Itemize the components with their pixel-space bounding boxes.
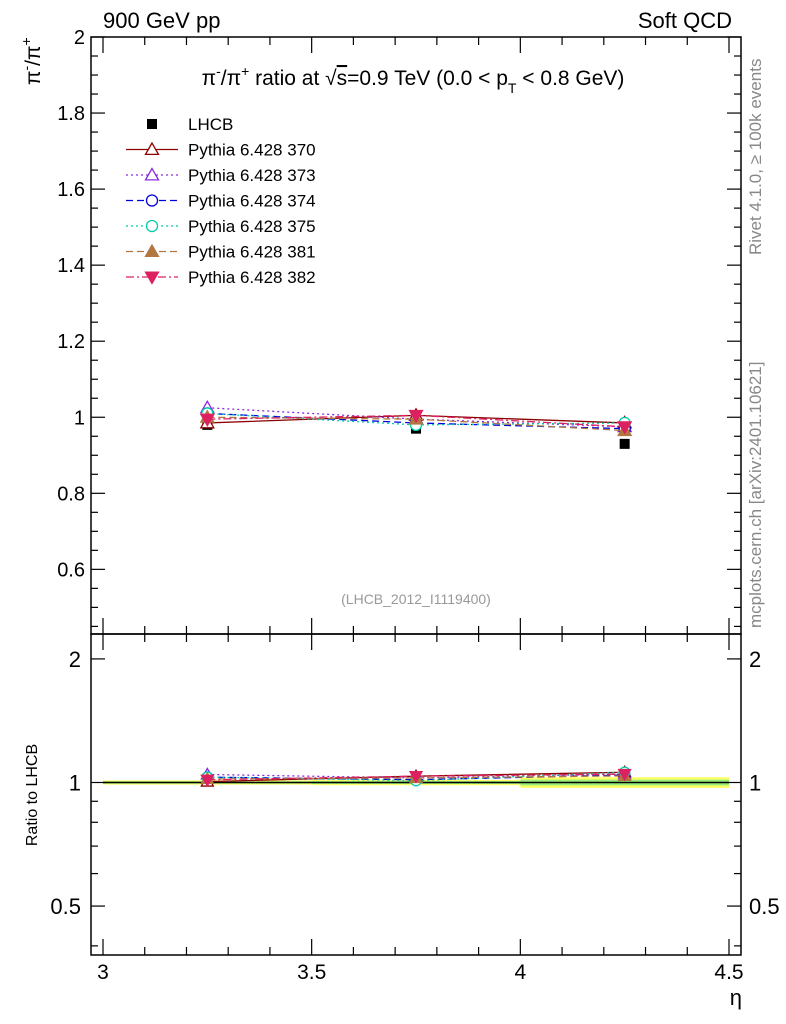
legend: LHCB Pythia 6.428 370 Pythia 6.428 373 Pyth… [126,115,316,287]
ratio-series-pythia-6-428-382 [200,768,632,788]
main-panel: 0.6 0.8 1 1.2 1.4 1.6 1.8 2 [57,27,742,635]
chart-title: π-/π+ ratio at √s=0.9 TeV (0.0 < pT < 0.… [202,63,625,96]
y-tick-label: 1.4 [57,255,85,277]
ylabel-pi-minus: π [22,71,45,86]
ratio-y-tick-label-right: 1 [749,770,761,795]
series-pythia-6-428-382 [199,409,633,435]
legend-label: Pythia 6.428 381 [188,243,316,262]
y-tick-label: 1.8 [57,103,85,125]
ratio-y-tick-label-right: 2 [749,647,761,672]
legend-entry: Pythia 6.428 374 [126,192,316,211]
ratio-y-tick-label: 0.5 [50,894,81,919]
ylabel-plus-sup: + [18,37,34,45]
x-axis-label: η [730,985,742,1010]
header-right: Soft QCD [638,8,732,33]
data-point [408,409,424,424]
ylabel-pi-plus: /π [22,46,45,66]
mcplots-note: mcplots.cern.ch [arXiv:2401.10621] [746,362,765,628]
y-tick-label: 1.2 [57,331,85,353]
x-tick-label: 3.5 [297,961,326,984]
ylabel-minus-sup: - [18,66,34,71]
legend-label: Pythia 6.428 382 [188,268,316,287]
legend-entry: Pythia 6.428 373 [126,166,316,185]
legend-label: Pythia 6.428 373 [188,166,316,185]
series-line [207,412,625,430]
x-tick-label: 4 [514,961,526,984]
ratio-y-tick-label: 1 [69,770,81,795]
ratio-y-axis-label: Ratio to LHCB [24,744,41,846]
ratio-frame [90,633,742,956]
legend-marker [144,271,160,285]
x-tick-label: 3 [97,961,109,984]
legend-marker [144,141,160,156]
legend-label: Pythia 6.428 370 [188,141,316,160]
ratio-y-tick-label-right: 0.5 [749,894,780,919]
y-tick-label: 1 [74,407,85,429]
legend-label: LHCB [188,115,233,134]
legend-marker [144,243,160,258]
ratio-y-tick-label: 2 [69,647,81,672]
rivet-note: Rivet 4.1.0, ≥ 100k events [746,59,765,255]
legend-label: Pythia 6.428 375 [188,217,316,236]
data-point [199,413,215,427]
analysis-watermark: (LHCB_2012_I1119400) [341,591,491,607]
data-point [619,438,630,449]
legend-marker [144,167,160,181]
ratio-panel: 0.5 0.5 1 1 2 2 3 3.5 4 4.5 [50,633,780,984]
legend-label: Pythia 6.428 374 [188,192,316,211]
legend-entry: Pythia 6.428 382 [126,268,316,287]
legend-entry: Pythia 6.428 381 [126,243,316,262]
legend-entry: Pythia 6.428 370 [126,141,316,160]
ratio-data-point [617,768,632,782]
ratio-data-point [200,774,215,788]
legend-marker [145,219,159,233]
legend-marker [147,119,157,129]
legend-marker [145,194,159,207]
svg-text:π-/π+: π-/π+ [18,37,45,85]
main-y-axis-label: π-/π+ [18,37,45,85]
y-tick-label: 0.6 [57,559,85,581]
data-point [617,421,633,435]
y-tick-label: 2 [74,27,85,49]
header-left: 900 GeV pp [103,8,220,33]
legend-entry: Pythia 6.428 375 [126,217,316,236]
y-tick-label: 1.6 [57,179,85,201]
ratio-data-point [408,771,424,784]
legend-entry: LHCB [147,115,233,134]
x-tick-label: 4.5 [714,961,743,984]
y-tick-label: 0.8 [57,483,85,505]
